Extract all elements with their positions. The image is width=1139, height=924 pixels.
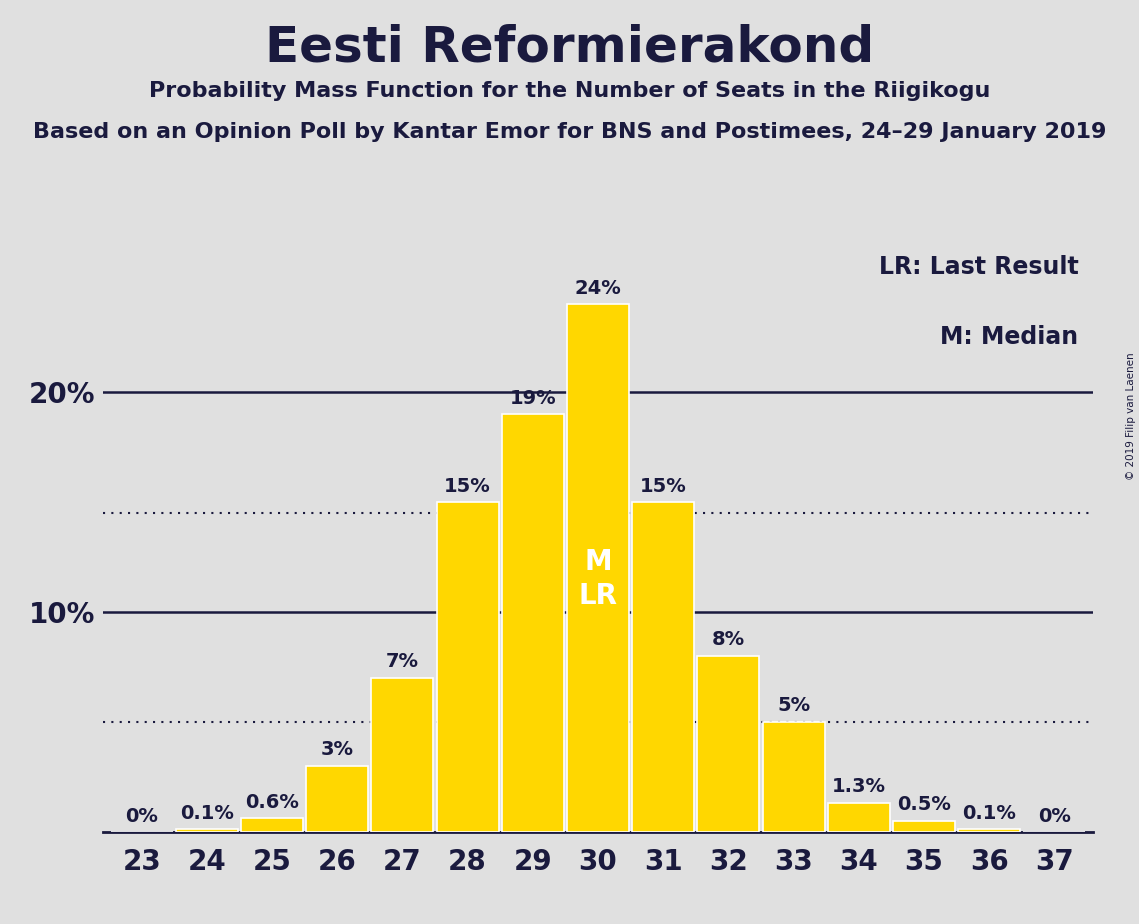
Bar [632,502,694,832]
Text: M
LR: M LR [579,548,617,610]
Text: 8%: 8% [712,630,745,650]
Bar [828,803,890,832]
Bar [306,766,368,832]
Bar [436,502,499,832]
Text: Probability Mass Function for the Number of Seats in the Riigikogu: Probability Mass Function for the Number… [149,81,990,102]
Text: 0%: 0% [1038,807,1071,826]
Text: LR: Last Result: LR: Last Result [879,255,1079,279]
Text: Based on an Opinion Poll by Kantar Emor for BNS and Postimees, 24–29 January 201: Based on an Opinion Poll by Kantar Emor … [33,122,1106,142]
Text: 7%: 7% [386,652,419,671]
Text: 0.5%: 0.5% [898,795,951,814]
Text: © 2019 Filip van Laenen: © 2019 Filip van Laenen [1125,352,1136,480]
Text: M: Median: M: Median [941,325,1079,349]
Text: 0.1%: 0.1% [180,804,233,822]
Bar [502,414,564,832]
Bar [241,819,303,832]
Text: 0.6%: 0.6% [245,793,298,812]
Text: 15%: 15% [640,477,687,495]
Bar [371,678,433,832]
Text: 5%: 5% [777,696,810,715]
Text: 3%: 3% [321,740,354,760]
Text: 0.1%: 0.1% [962,804,1016,822]
Bar [697,656,760,832]
Bar [893,821,954,832]
Bar [567,304,629,832]
Bar [958,830,1021,832]
Bar [175,830,238,832]
Text: 0%: 0% [125,807,158,826]
Text: 15%: 15% [444,477,491,495]
Text: Eesti Reformierakond: Eesti Reformierakond [265,23,874,71]
Text: 24%: 24% [574,279,622,298]
Text: 19%: 19% [509,389,556,407]
Bar [763,722,825,832]
Text: 1.3%: 1.3% [831,777,886,796]
